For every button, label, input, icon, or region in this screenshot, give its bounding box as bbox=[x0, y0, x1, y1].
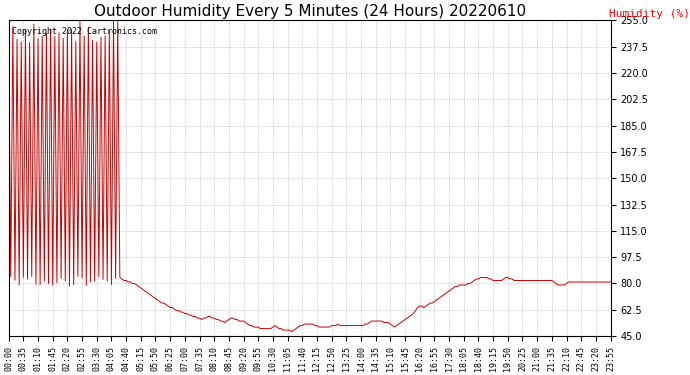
Text: Copyright 2022 Cartronics.com: Copyright 2022 Cartronics.com bbox=[12, 27, 157, 36]
Y-axis label: Humidity (%): Humidity (%) bbox=[609, 9, 690, 19]
Title: Outdoor Humidity Every 5 Minutes (24 Hours) 20220610: Outdoor Humidity Every 5 Minutes (24 Hou… bbox=[94, 4, 526, 19]
